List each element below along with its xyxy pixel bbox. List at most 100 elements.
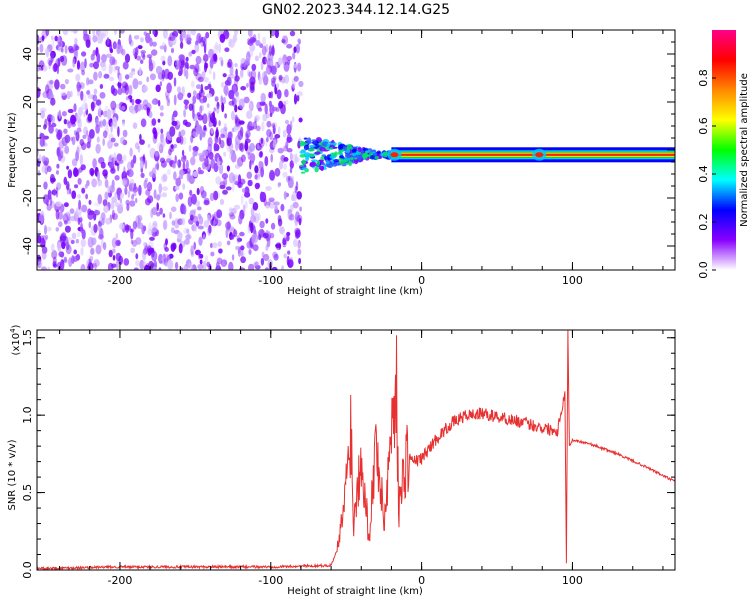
heatmap-cell — [240, 154, 246, 163]
heatmap-cell — [165, 95, 169, 101]
heatmap-cell — [183, 66, 187, 77]
heatmap-cell — [204, 86, 209, 90]
heatmap-cell — [221, 102, 225, 113]
heatmap-cell — [245, 133, 249, 141]
heatmap-cell — [74, 37, 78, 45]
heatmap-cell — [249, 160, 252, 170]
heatmap-cell — [247, 30, 253, 37]
heatmap-cell — [239, 178, 246, 185]
heatmap-cell — [260, 92, 266, 103]
heatmap-cell — [202, 113, 208, 125]
heatmap-cell — [95, 123, 100, 134]
colorbar-tick-label: 0.8 — [697, 69, 710, 87]
heatmap-cell — [51, 122, 57, 128]
heatmap-cell — [200, 190, 207, 199]
heatmap-cell — [206, 214, 211, 224]
colorbar-tick-label: 0.6 — [697, 117, 710, 135]
y-tick-label: 40 — [21, 47, 34, 61]
heatmap-cell — [159, 81, 163, 87]
heatmap-cell — [230, 152, 237, 163]
heatmap-cell — [167, 259, 174, 270]
heatmap-cell — [231, 127, 235, 133]
heatmap-cell — [137, 222, 144, 230]
heatmap-cell — [170, 47, 175, 54]
heatmap-cell — [266, 58, 274, 69]
heatmap-cell — [272, 121, 278, 128]
heatmap-cell — [323, 167, 327, 170]
heatmap-cell — [218, 43, 221, 54]
heatmap-cell — [195, 200, 200, 207]
heatmap-cell — [219, 33, 226, 44]
heatmap-cell — [71, 232, 77, 240]
heatmap-cell — [102, 130, 108, 139]
heatmap-cell — [119, 30, 125, 34]
heatmap-cell — [97, 170, 100, 182]
heatmap-cell — [113, 142, 119, 147]
heatmap-cell — [216, 209, 223, 219]
heatmap-cell — [197, 167, 202, 175]
heatmap-cell — [70, 114, 76, 125]
heatmap-cell — [90, 101, 95, 112]
heatmap-cell — [265, 218, 269, 224]
heatmap-cell — [95, 244, 102, 255]
heatmap-cell — [248, 103, 253, 110]
heatmap-cell — [228, 89, 235, 100]
heatmap-cell — [261, 71, 267, 82]
heatmap-cell — [101, 63, 107, 72]
heatmap-cell — [50, 243, 55, 252]
heatmap-cell — [198, 236, 203, 246]
heatmap-cell — [218, 137, 221, 145]
heatmap-cell — [52, 256, 57, 266]
heatmap-cell — [220, 133, 225, 139]
heatmap-cell — [140, 103, 144, 111]
heatmap-cell — [289, 152, 293, 161]
heatmap-cell — [298, 257, 301, 265]
heatmap-cell — [266, 129, 272, 138]
heatmap-cell — [308, 144, 316, 148]
heatmap-cell — [68, 48, 75, 54]
x-tick-label: 100 — [562, 574, 583, 587]
heatmap-cell — [316, 160, 321, 166]
heatmap-cell — [55, 128, 58, 133]
heatmap-cell — [84, 58, 87, 69]
heatmap-cell — [264, 267, 270, 270]
signal-hotspot-core — [390, 152, 399, 158]
heatmap-cell — [228, 100, 235, 106]
heatmap-cell — [346, 152, 351, 159]
x-tick-label: -100 — [258, 574, 283, 587]
heatmap-cell — [181, 217, 186, 226]
heatmap-cell — [177, 159, 182, 169]
heatmap-cell — [274, 205, 278, 215]
heatmap-cell — [192, 95, 197, 104]
heatmap-cell — [179, 41, 184, 49]
heatmap-cell — [175, 193, 179, 202]
heatmap-cell — [235, 91, 239, 97]
heatmap-cell — [352, 148, 357, 154]
heatmap-cell — [109, 43, 113, 52]
heatmap-cell — [75, 207, 82, 216]
heatmap-cell — [76, 84, 80, 89]
heatmap-cell — [37, 170, 41, 177]
heatmap-cell — [129, 178, 135, 188]
heatmap-cell — [153, 189, 157, 200]
heatmap-cell — [210, 128, 214, 134]
heatmap-cell — [265, 244, 269, 251]
heatmap-cell — [259, 191, 264, 203]
heatmap-cell — [272, 76, 277, 81]
heatmap-cell — [102, 30, 109, 37]
heatmap-cell — [260, 137, 264, 145]
heatmap-cell — [80, 61, 86, 72]
heatmap-cell — [175, 59, 180, 67]
heatmap-cell — [160, 55, 166, 62]
heatmap-cell — [157, 126, 161, 135]
heatmap-cell — [203, 77, 209, 83]
heatmap-cell — [272, 251, 278, 258]
heatmap-cell — [165, 238, 168, 246]
heatmap-cell — [295, 181, 299, 191]
heatmap-cell — [76, 144, 81, 155]
heatmap-cell — [259, 101, 266, 106]
heatmap-cell — [238, 98, 245, 110]
heatmap-cell — [55, 201, 62, 207]
heatmap-cell — [262, 36, 267, 45]
